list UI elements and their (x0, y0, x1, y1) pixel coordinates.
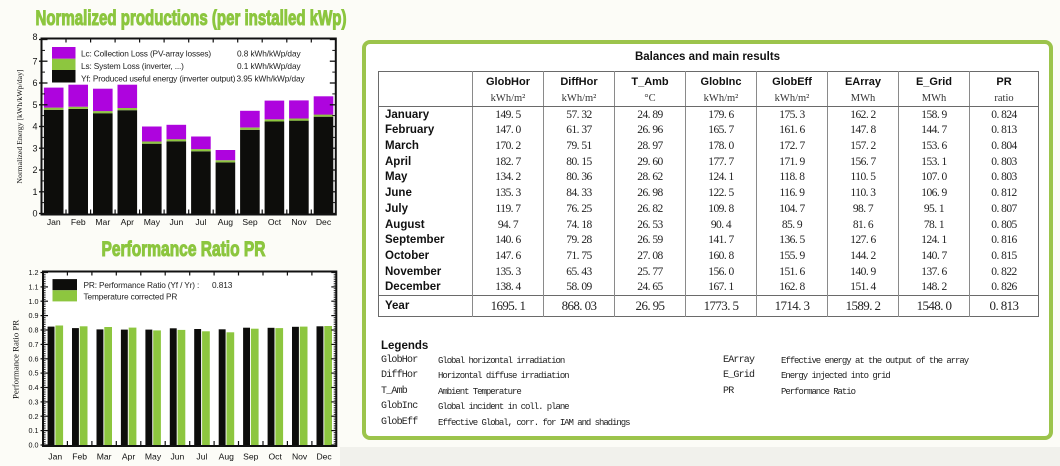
svg-text:1.0: 1.0 (29, 297, 39, 306)
svg-text:Mar: Mar (97, 452, 112, 462)
svg-text:2: 2 (32, 165, 37, 175)
svg-text:Aug: Aug (218, 217, 234, 227)
svg-text:Jun: Jun (169, 217, 183, 227)
svg-text:3.95 kWh/kWp/day: 3.95 kWh/kWp/day (237, 73, 306, 83)
svg-text:0: 0 (32, 209, 37, 219)
svg-text:Aug: Aug (219, 452, 235, 462)
svg-text:Temperature corrected PR: Temperature corrected PR (84, 292, 178, 302)
svg-text:0.8: 0.8 (29, 326, 39, 335)
svg-text:Jan: Jan (47, 217, 61, 227)
svg-text:May: May (144, 217, 161, 227)
svg-text:0.9: 0.9 (29, 311, 39, 320)
svg-text:Performance Ratio PR: Performance Ratio PR (102, 240, 266, 261)
svg-text:5: 5 (32, 100, 37, 110)
svg-text:Ls: System Loss (inverter, ..: Ls: System Loss (inverter, ...) (81, 61, 184, 71)
svg-text:0.0: 0.0 (29, 441, 39, 450)
svg-text:Mar: Mar (95, 217, 110, 227)
svg-text:Nov: Nov (292, 452, 308, 462)
svg-text:Normalized Energy [kWh/kWp/day: Normalized Energy [kWh/kWp/day] (15, 69, 24, 184)
svg-text:Jan: Jan (48, 452, 62, 462)
svg-text:Dec: Dec (316, 217, 332, 227)
svg-text:0.1 kWh/kWp/day: 0.1 kWh/kWp/day (237, 61, 301, 71)
svg-text:8: 8 (32, 32, 37, 42)
svg-text:0.2: 0.2 (29, 412, 39, 421)
svg-text:Lc: Collection Loss (PV-array: Lc: Collection Loss (PV-array losses) (81, 49, 211, 59)
svg-text:Jul: Jul (196, 452, 207, 462)
svg-text:Feb: Feb (72, 452, 87, 462)
svg-text:Nov: Nov (291, 217, 307, 227)
svg-text:Feb: Feb (71, 217, 86, 227)
svg-text:Dec: Dec (316, 452, 332, 462)
svg-text:Sep: Sep (243, 452, 259, 462)
svg-text:Apr: Apr (122, 452, 136, 462)
svg-text:PR: Performance Ratio (Yf / Yr: PR: Performance Ratio (Yf / Yr) : (84, 280, 200, 290)
svg-text:Jul: Jul (195, 217, 206, 227)
svg-text:4: 4 (32, 122, 37, 132)
svg-text:0.1: 0.1 (29, 426, 39, 435)
svg-text:Jun: Jun (170, 452, 184, 462)
svg-text:Performance Ratio PR: Performance Ratio PR (11, 320, 21, 399)
svg-text:May: May (145, 452, 162, 462)
svg-text:Yf: Produced useful energy (i: Yf: Produced useful energy (inverter out… (81, 73, 236, 83)
svg-text:0.5: 0.5 (29, 369, 39, 378)
svg-text:0.6: 0.6 (29, 354, 39, 363)
svg-text:Oct: Oct (268, 217, 282, 227)
svg-text:0.813: 0.813 (212, 280, 233, 290)
svg-text:Apr: Apr (121, 217, 135, 227)
svg-text:0.4: 0.4 (29, 383, 39, 392)
svg-text:0.8 kWh/kWp/day: 0.8 kWh/kWp/day (237, 49, 301, 59)
svg-text:Sep: Sep (242, 217, 258, 227)
svg-text:0.7: 0.7 (29, 340, 39, 349)
svg-text:6: 6 (32, 78, 37, 88)
svg-text:7: 7 (32, 57, 37, 67)
svg-text:0.3: 0.3 (29, 398, 39, 407)
svg-text:1: 1 (32, 187, 37, 197)
svg-text:3: 3 (32, 143, 37, 153)
svg-text:1.2: 1.2 (29, 268, 39, 277)
svg-text:1.1: 1.1 (29, 283, 39, 292)
svg-text:Normalized productions (per in: Normalized productions (per installed kW… (36, 7, 347, 30)
svg-text:Oct: Oct (269, 452, 283, 462)
